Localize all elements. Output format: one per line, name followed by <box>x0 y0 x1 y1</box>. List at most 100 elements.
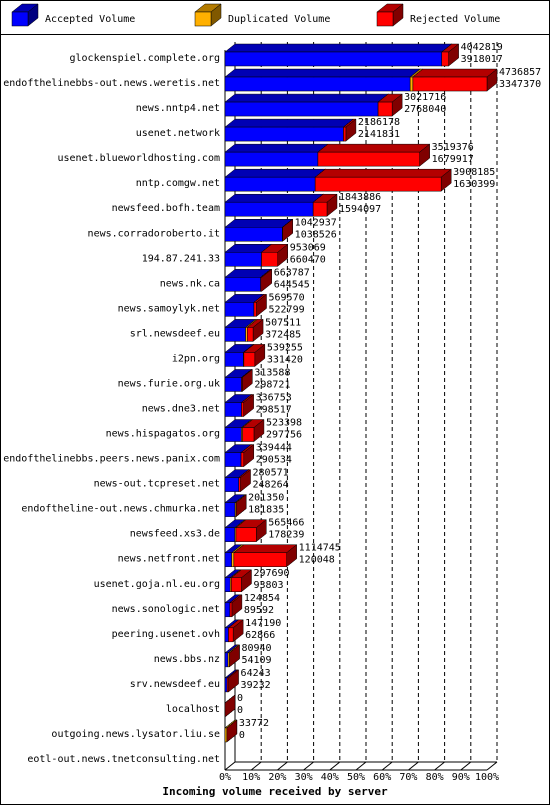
bar <box>224 51 442 67</box>
category-label: localhost <box>166 704 220 715</box>
category-label: newsfeed.bofh.team <box>112 203 220 214</box>
accepted-label: 54109 <box>241 655 271 666</box>
bar-side <box>224 694 236 718</box>
bar <box>224 527 236 542</box>
accepted-label: 3347370 <box>499 79 541 90</box>
bar <box>224 452 242 467</box>
bar <box>409 76 414 92</box>
bar <box>233 552 287 567</box>
total-label: 336753 <box>256 393 292 404</box>
category-label: endofthelinebbs-out.news.weretis.net <box>3 78 220 89</box>
accepted-label: 1594097 <box>339 204 381 215</box>
category-label: news.dne3.net <box>142 404 220 415</box>
total-label: 0 <box>237 693 243 704</box>
bar-top <box>224 168 326 178</box>
accepted-label: 248264 <box>253 480 289 491</box>
bar-side <box>229 644 240 668</box>
category-label: news.nk.ca <box>160 278 220 289</box>
x-tick-label: 100% <box>475 772 499 783</box>
bar-side <box>235 494 247 518</box>
accepted-label: 3918017 <box>461 54 503 65</box>
bar <box>317 151 420 167</box>
bar <box>231 577 242 592</box>
bar-top <box>233 544 298 553</box>
accepted-label: 2768040 <box>404 104 446 115</box>
accepted-label: 331420 <box>267 354 303 365</box>
category-label: news.furie.org.uk <box>118 378 220 389</box>
accepted-label: 89592 <box>244 605 274 616</box>
bar <box>224 627 229 643</box>
accepted-label: 1038526 <box>295 229 337 240</box>
x-tick-label: 40% <box>321 772 339 783</box>
category-label: 194.87.241.33 <box>142 253 220 264</box>
accepted-label: 2141831 <box>358 129 400 140</box>
category-label: news.nntp4.net <box>136 103 220 114</box>
x-tick <box>434 761 445 771</box>
bar <box>314 176 442 192</box>
bar <box>224 727 228 743</box>
category-label: srv.newsdeef.eu <box>130 679 220 690</box>
x-tick-label: 60% <box>373 772 391 783</box>
legend-swatch <box>376 11 394 27</box>
accepted-label: 297756 <box>266 430 302 441</box>
total-label: 1042937 <box>295 217 337 228</box>
bar <box>224 652 229 668</box>
total-label: 3021716 <box>404 92 446 103</box>
accepted-label: 290534 <box>256 455 292 466</box>
total-label: 507511 <box>265 317 301 328</box>
x-tick <box>355 761 367 771</box>
bar-top <box>224 68 421 78</box>
total-label: 80940 <box>241 643 271 654</box>
category-label: news.sonologic.net <box>112 604 220 615</box>
accepted-label: 178239 <box>268 530 304 541</box>
total-label: 953069 <box>290 242 326 253</box>
bar <box>241 377 243 392</box>
total-label: 1843886 <box>339 192 381 203</box>
category-label: outgoing.news.lysator.liu.se <box>51 729 220 740</box>
bar <box>235 527 257 542</box>
total-label: 539255 <box>267 342 303 353</box>
bar-top <box>224 193 324 203</box>
x-tick-label: 0% <box>219 772 231 783</box>
bar <box>253 302 257 317</box>
bar <box>343 126 347 142</box>
bar <box>224 477 239 492</box>
accepted-label: 372485 <box>265 329 301 340</box>
bar <box>224 377 242 392</box>
total-label: 1114745 <box>299 543 341 554</box>
category-label: usenet.blueworldhosting.com <box>57 153 220 164</box>
bar <box>224 252 262 267</box>
x-tick-label: 10% <box>242 772 260 783</box>
bar <box>412 76 488 92</box>
total-label: 124854 <box>244 593 280 604</box>
bar <box>224 402 242 417</box>
bar-top <box>224 118 355 128</box>
accepted-label: 93803 <box>253 580 283 591</box>
total-label: 33772 <box>239 718 269 729</box>
category-label: eotl-out.news.tnetconsulting.net <box>27 754 220 765</box>
category-label: news.corradoroberto.it <box>88 228 220 239</box>
x-tick <box>460 761 472 771</box>
total-label: 280571 <box>253 468 289 479</box>
bar <box>224 577 231 592</box>
category-label: glockenspiel.complete.org <box>69 53 220 64</box>
legend-swatch <box>194 11 212 27</box>
category-label: endoftheline-out.news.chmurka.net <box>21 504 220 515</box>
accepted-label: 522799 <box>269 304 305 315</box>
accepted-label: 660470 <box>290 254 326 265</box>
total-label: 339444 <box>256 443 292 454</box>
bar-top <box>412 68 498 78</box>
total-label: 4736857 <box>499 67 541 78</box>
bar-top <box>224 93 389 103</box>
bar-top <box>314 168 452 178</box>
x-tick <box>381 761 393 771</box>
x-tick-label: 90% <box>452 772 470 783</box>
category-label: news-out.tcpreset.net <box>94 479 220 490</box>
bar <box>224 76 411 92</box>
category-label: i2pn.org <box>172 353 220 364</box>
accepted-label: 644545 <box>274 279 310 290</box>
category-label: nntp.comgw.net <box>136 178 220 189</box>
accepted-label: 120048 <box>299 555 335 566</box>
total-label: 147190 <box>245 618 281 629</box>
bar <box>238 477 241 492</box>
